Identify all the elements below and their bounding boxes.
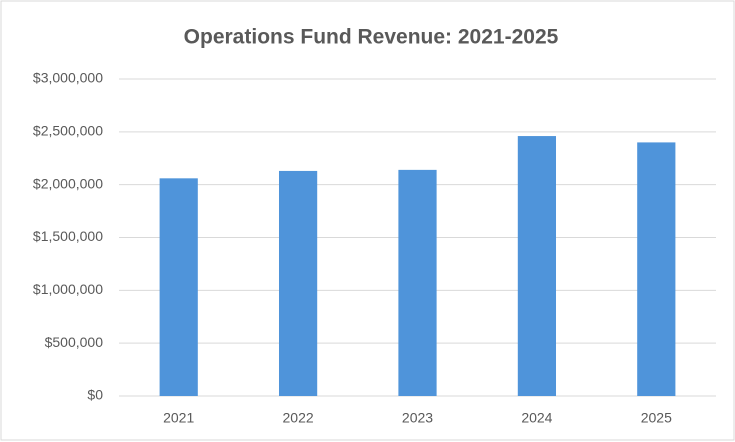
y-tick-label: $500,000 (45, 334, 104, 350)
y-tick-label: $2,500,000 (33, 123, 103, 139)
bar (159, 178, 198, 396)
x-tick-label: 2023 (402, 410, 433, 426)
x-tick-label: 2024 (521, 410, 552, 426)
bar (517, 136, 557, 396)
y-tick-label: $1,500,000 (33, 228, 103, 244)
bar (637, 142, 676, 396)
chart-title: Operations Fund Revenue: 2021-2025 (184, 26, 559, 49)
x-tick-label: 2025 (641, 410, 672, 426)
y-tick-label: $3,000,000 (33, 70, 103, 86)
x-tick-label: 2022 (283, 410, 314, 426)
y-tick-label: $0 (87, 387, 103, 403)
x-tick-label: 2021 (163, 410, 194, 426)
y-tick-label: $2,000,000 (33, 175, 103, 191)
y-tick-label: $1,000,000 (33, 281, 103, 297)
bar (398, 169, 437, 396)
bar (278, 170, 318, 396)
